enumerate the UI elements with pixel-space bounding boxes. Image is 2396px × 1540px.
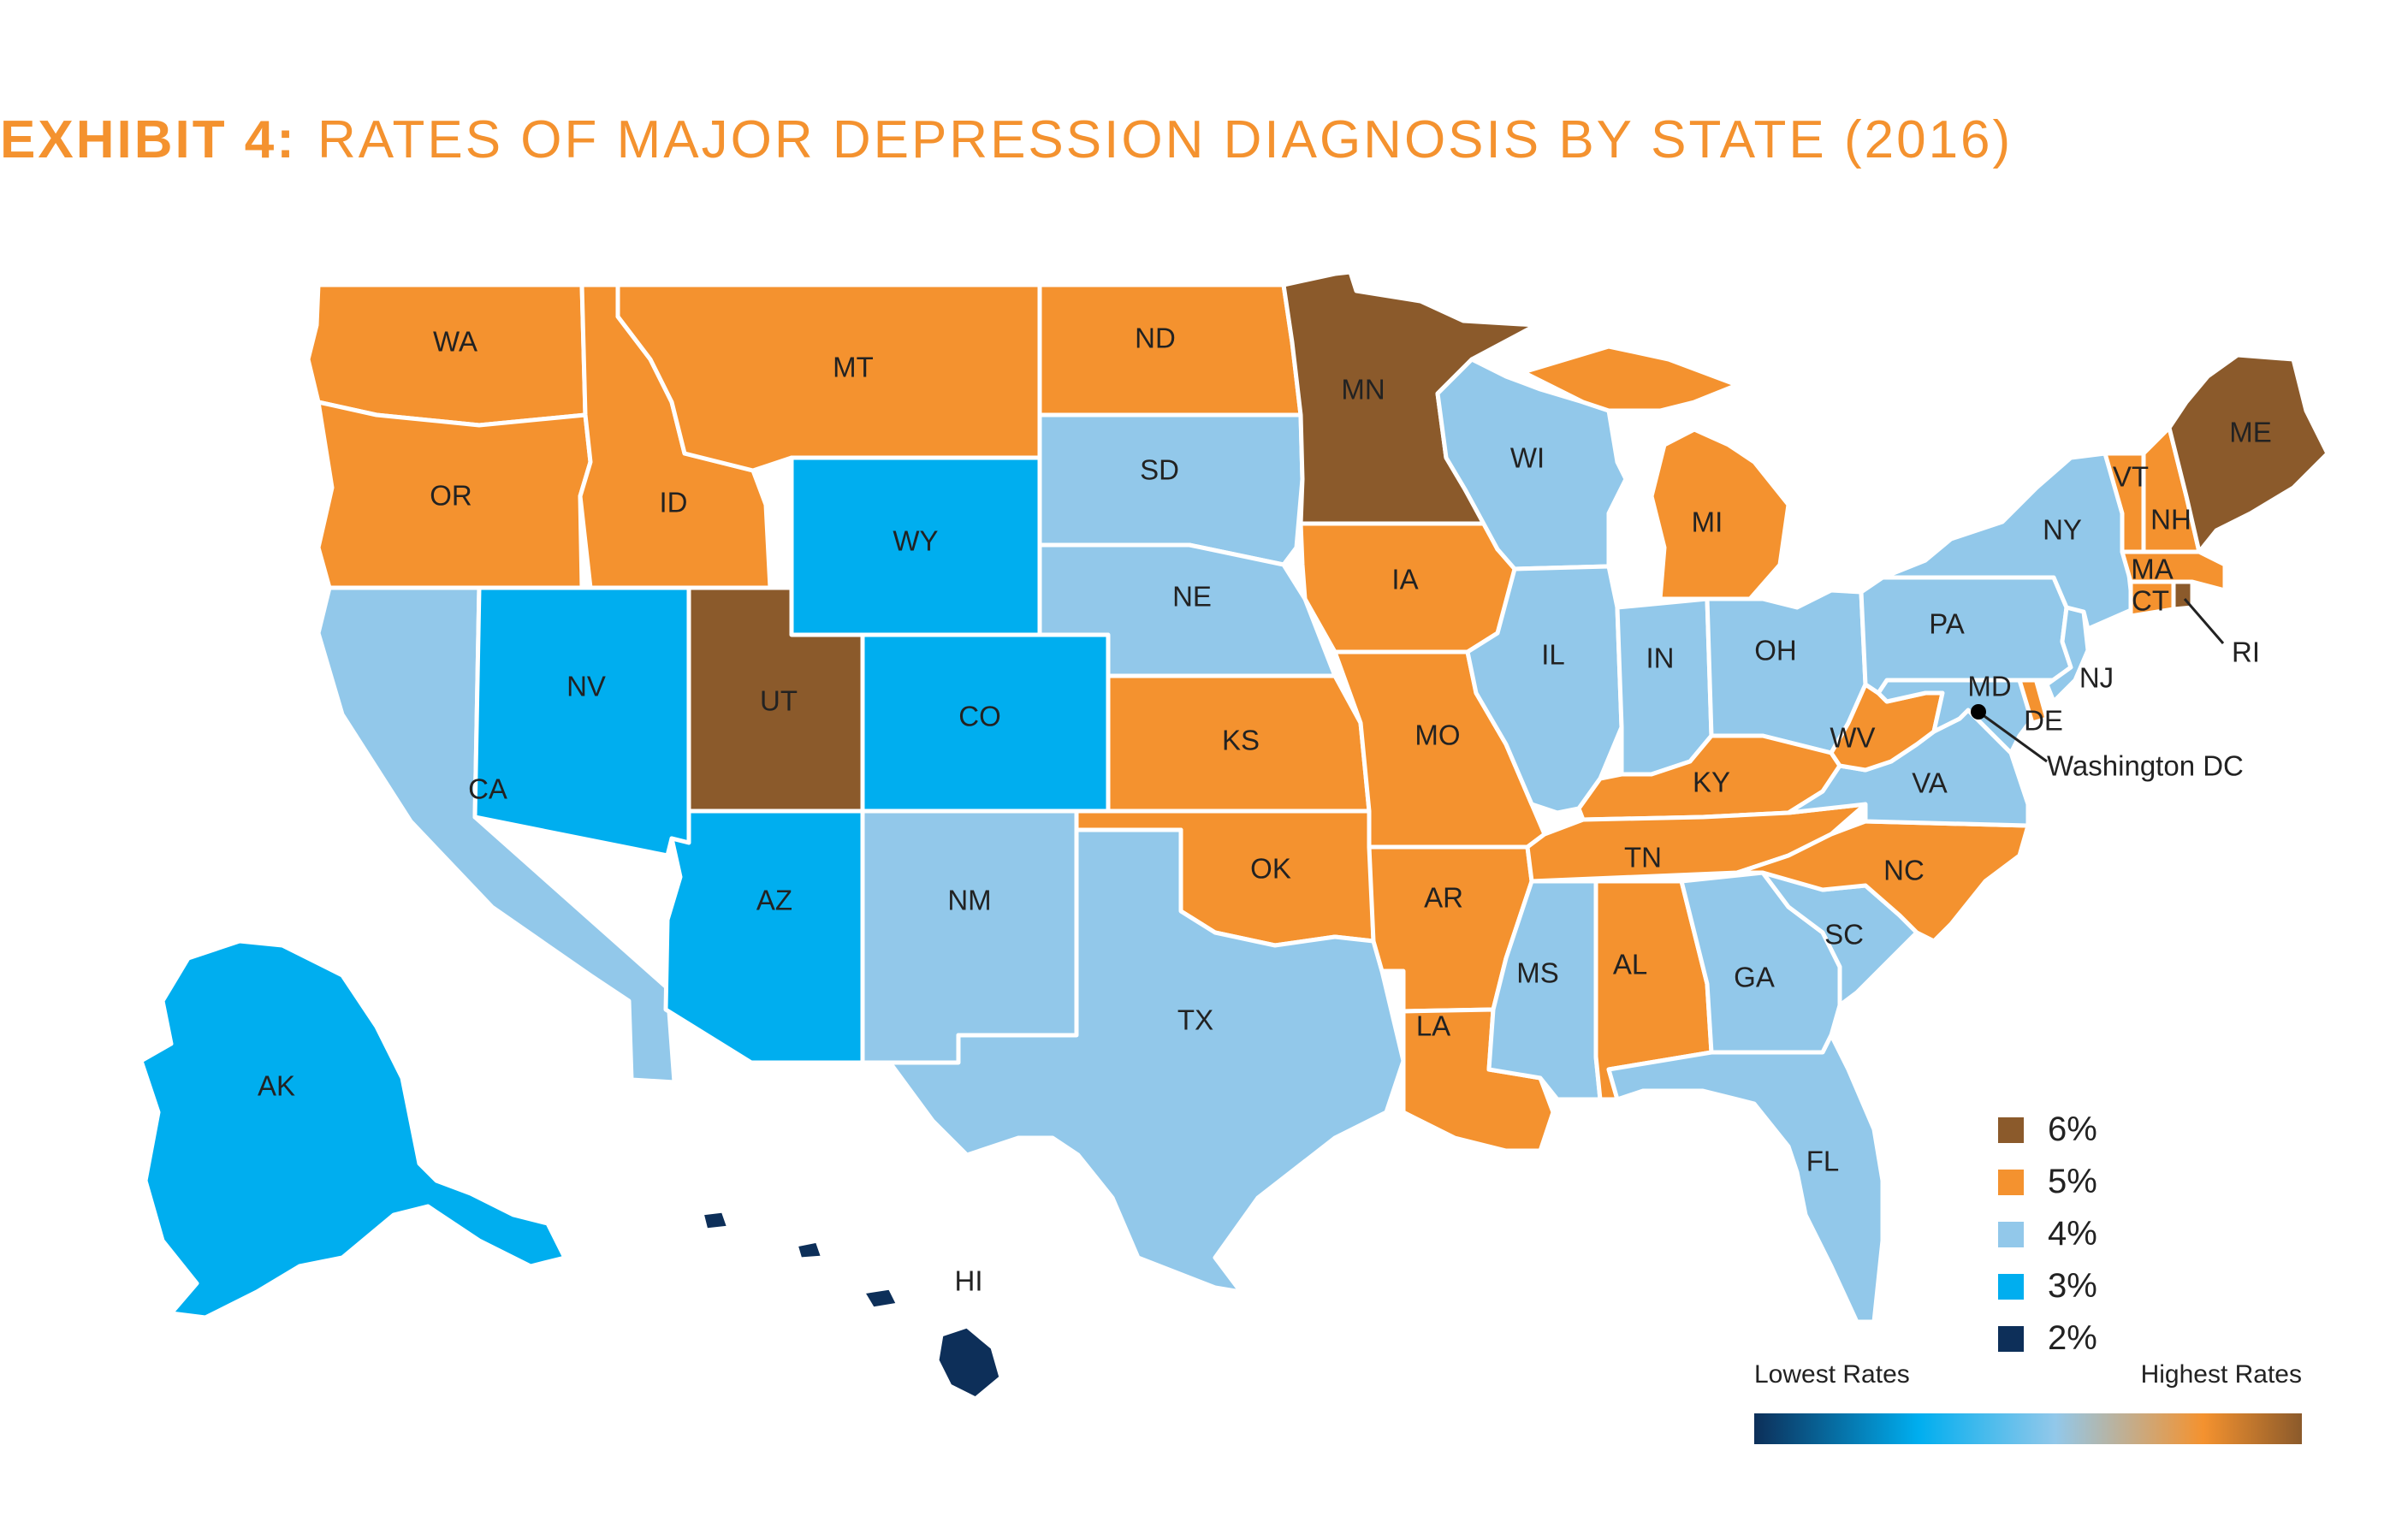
state-wi bbox=[1435, 357, 1628, 572]
state-label-tn: TN bbox=[1624, 842, 1662, 874]
dc-leader-line bbox=[1978, 710, 2048, 763]
state-pa bbox=[1859, 575, 2073, 696]
legend-swatch bbox=[1998, 1325, 2024, 1352]
state-label-nc: NC bbox=[1883, 855, 1925, 886]
state-label-wv: WV bbox=[1830, 722, 1875, 754]
state-az bbox=[663, 808, 865, 1065]
state-label-ky: KY bbox=[1693, 767, 1730, 798]
legend-label: 2% bbox=[2048, 1319, 2097, 1357]
state-label-la: LA bbox=[1416, 1010, 1450, 1042]
state-label-mn: MN bbox=[1341, 374, 1385, 406]
state-label-wa: WA bbox=[433, 326, 477, 358]
state-label-tx: TX bbox=[1177, 1004, 1213, 1036]
state-label-ok: OK bbox=[1250, 853, 1291, 885]
state-label-ct: CT bbox=[2132, 585, 2169, 617]
state-label-co: CO bbox=[958, 701, 1001, 732]
state-ma bbox=[2120, 549, 2227, 593]
state-label-ar: AR bbox=[1424, 882, 1463, 914]
legend-label: 4% bbox=[2048, 1215, 2097, 1253]
state-label-ri: RI bbox=[2232, 637, 2260, 668]
state-label-vt: VT bbox=[2113, 461, 2149, 493]
legend-swatch bbox=[1998, 1221, 2024, 1247]
lowest-rates-label: Lowest Rates bbox=[1754, 1360, 1910, 1389]
state-label-ak: AK bbox=[258, 1070, 295, 1102]
gradient-legend-bar bbox=[1754, 1413, 2302, 1444]
state-nm bbox=[860, 808, 1079, 1065]
state-nc bbox=[1735, 819, 2031, 944]
state-in bbox=[1615, 596, 1714, 777]
state-label-ms: MS bbox=[1516, 957, 1559, 989]
state-label-ia: IA bbox=[1391, 564, 1418, 595]
state-label-id: ID bbox=[660, 487, 688, 518]
state-label-wy: WY bbox=[893, 525, 938, 557]
title-text: RATES OF MAJOR DEPRESSION DIAGNOSIS BY S… bbox=[317, 110, 2013, 169]
state-label-nv: NV bbox=[566, 671, 606, 702]
state-label-oh: OH bbox=[1754, 635, 1797, 666]
legend-swatch bbox=[1998, 1169, 2024, 1195]
state-label-al: AL bbox=[1613, 949, 1647, 980]
state-vt bbox=[2102, 451, 2146, 554]
washington-dc-marker bbox=[1971, 704, 1986, 720]
state-tx bbox=[887, 827, 1406, 1294]
ri-leader-line bbox=[2183, 598, 2225, 644]
legend-label: 6% bbox=[2048, 1111, 2097, 1148]
state-label-ga: GA bbox=[1734, 962, 1775, 993]
legend: 6% 5% 4% 3% 2% bbox=[1998, 1104, 2097, 1365]
state-label-az: AZ bbox=[756, 885, 792, 916]
legend-label: 3% bbox=[2048, 1267, 2097, 1305]
state-label-ny: NY bbox=[2043, 514, 2082, 546]
state-label-ks: KS bbox=[1222, 725, 1260, 756]
state-ak bbox=[139, 939, 567, 1320]
state-label-mo: MO bbox=[1414, 720, 1460, 751]
state-mi bbox=[1521, 344, 1791, 601]
state-label-pa: PA bbox=[1929, 608, 1965, 640]
state-label-md: MD bbox=[1967, 671, 2011, 702]
state-label-fl: FL bbox=[1806, 1146, 1840, 1177]
state-fl bbox=[1606, 1033, 1885, 1324]
chart-title: EXHIBIT 4: RATES OF MAJOR DEPRESSION DIAG… bbox=[0, 110, 2010, 170]
legend-item: 5% bbox=[1998, 1156, 2097, 1208]
state-label-mt: MT bbox=[833, 352, 874, 383]
state-mt bbox=[615, 282, 1042, 473]
state-label-wi: WI bbox=[1510, 442, 1545, 474]
title-exhibit-number: EXHIBIT 4: bbox=[0, 110, 297, 169]
state-label-sd: SD bbox=[1140, 454, 1179, 486]
legend-item: 2% bbox=[1998, 1312, 2097, 1365]
state-label-va: VA bbox=[1912, 767, 1948, 799]
legend-label: 5% bbox=[2048, 1163, 2097, 1200]
state-label-ma: MA bbox=[2131, 554, 2174, 585]
state-sd bbox=[1037, 412, 1305, 567]
state-label-nm: NM bbox=[947, 885, 991, 916]
gradient-legend-labels: Lowest Rates Highest Rates bbox=[1754, 1360, 2302, 1389]
state-me bbox=[2167, 352, 2330, 554]
state-label-ca: CA bbox=[468, 773, 507, 805]
state-label-sc: SC bbox=[1824, 919, 1864, 951]
state-label-ut: UT bbox=[760, 685, 798, 717]
legend-item: 3% bbox=[1998, 1260, 2097, 1312]
state-label-il: IL bbox=[1541, 639, 1565, 671]
state-label-mi: MI bbox=[1692, 506, 1723, 538]
state-label-nh: NH bbox=[2150, 504, 2191, 536]
state-label-in: IN bbox=[1646, 643, 1675, 674]
legend-item: 6% bbox=[1998, 1104, 2097, 1156]
state-label-ne: NE bbox=[1172, 581, 1212, 613]
washington-dc-label: Washington DC bbox=[2047, 750, 2244, 782]
state-label-me: ME bbox=[2229, 417, 2272, 448]
state-label-de: DE bbox=[2024, 705, 2063, 737]
state-label-or: OR bbox=[430, 480, 472, 512]
legend-swatch bbox=[1998, 1273, 2024, 1300]
state-nv bbox=[472, 585, 691, 858]
legend-item: 4% bbox=[1998, 1208, 2097, 1260]
state-label-nd: ND bbox=[1135, 323, 1176, 354]
highest-rates-label: Highest Rates bbox=[2140, 1360, 2302, 1389]
legend-swatch bbox=[1998, 1116, 2024, 1143]
state-label-hi: HI bbox=[955, 1265, 983, 1297]
state-label-nj: NJ bbox=[2079, 662, 2114, 694]
state-hi bbox=[699, 1208, 1004, 1401]
